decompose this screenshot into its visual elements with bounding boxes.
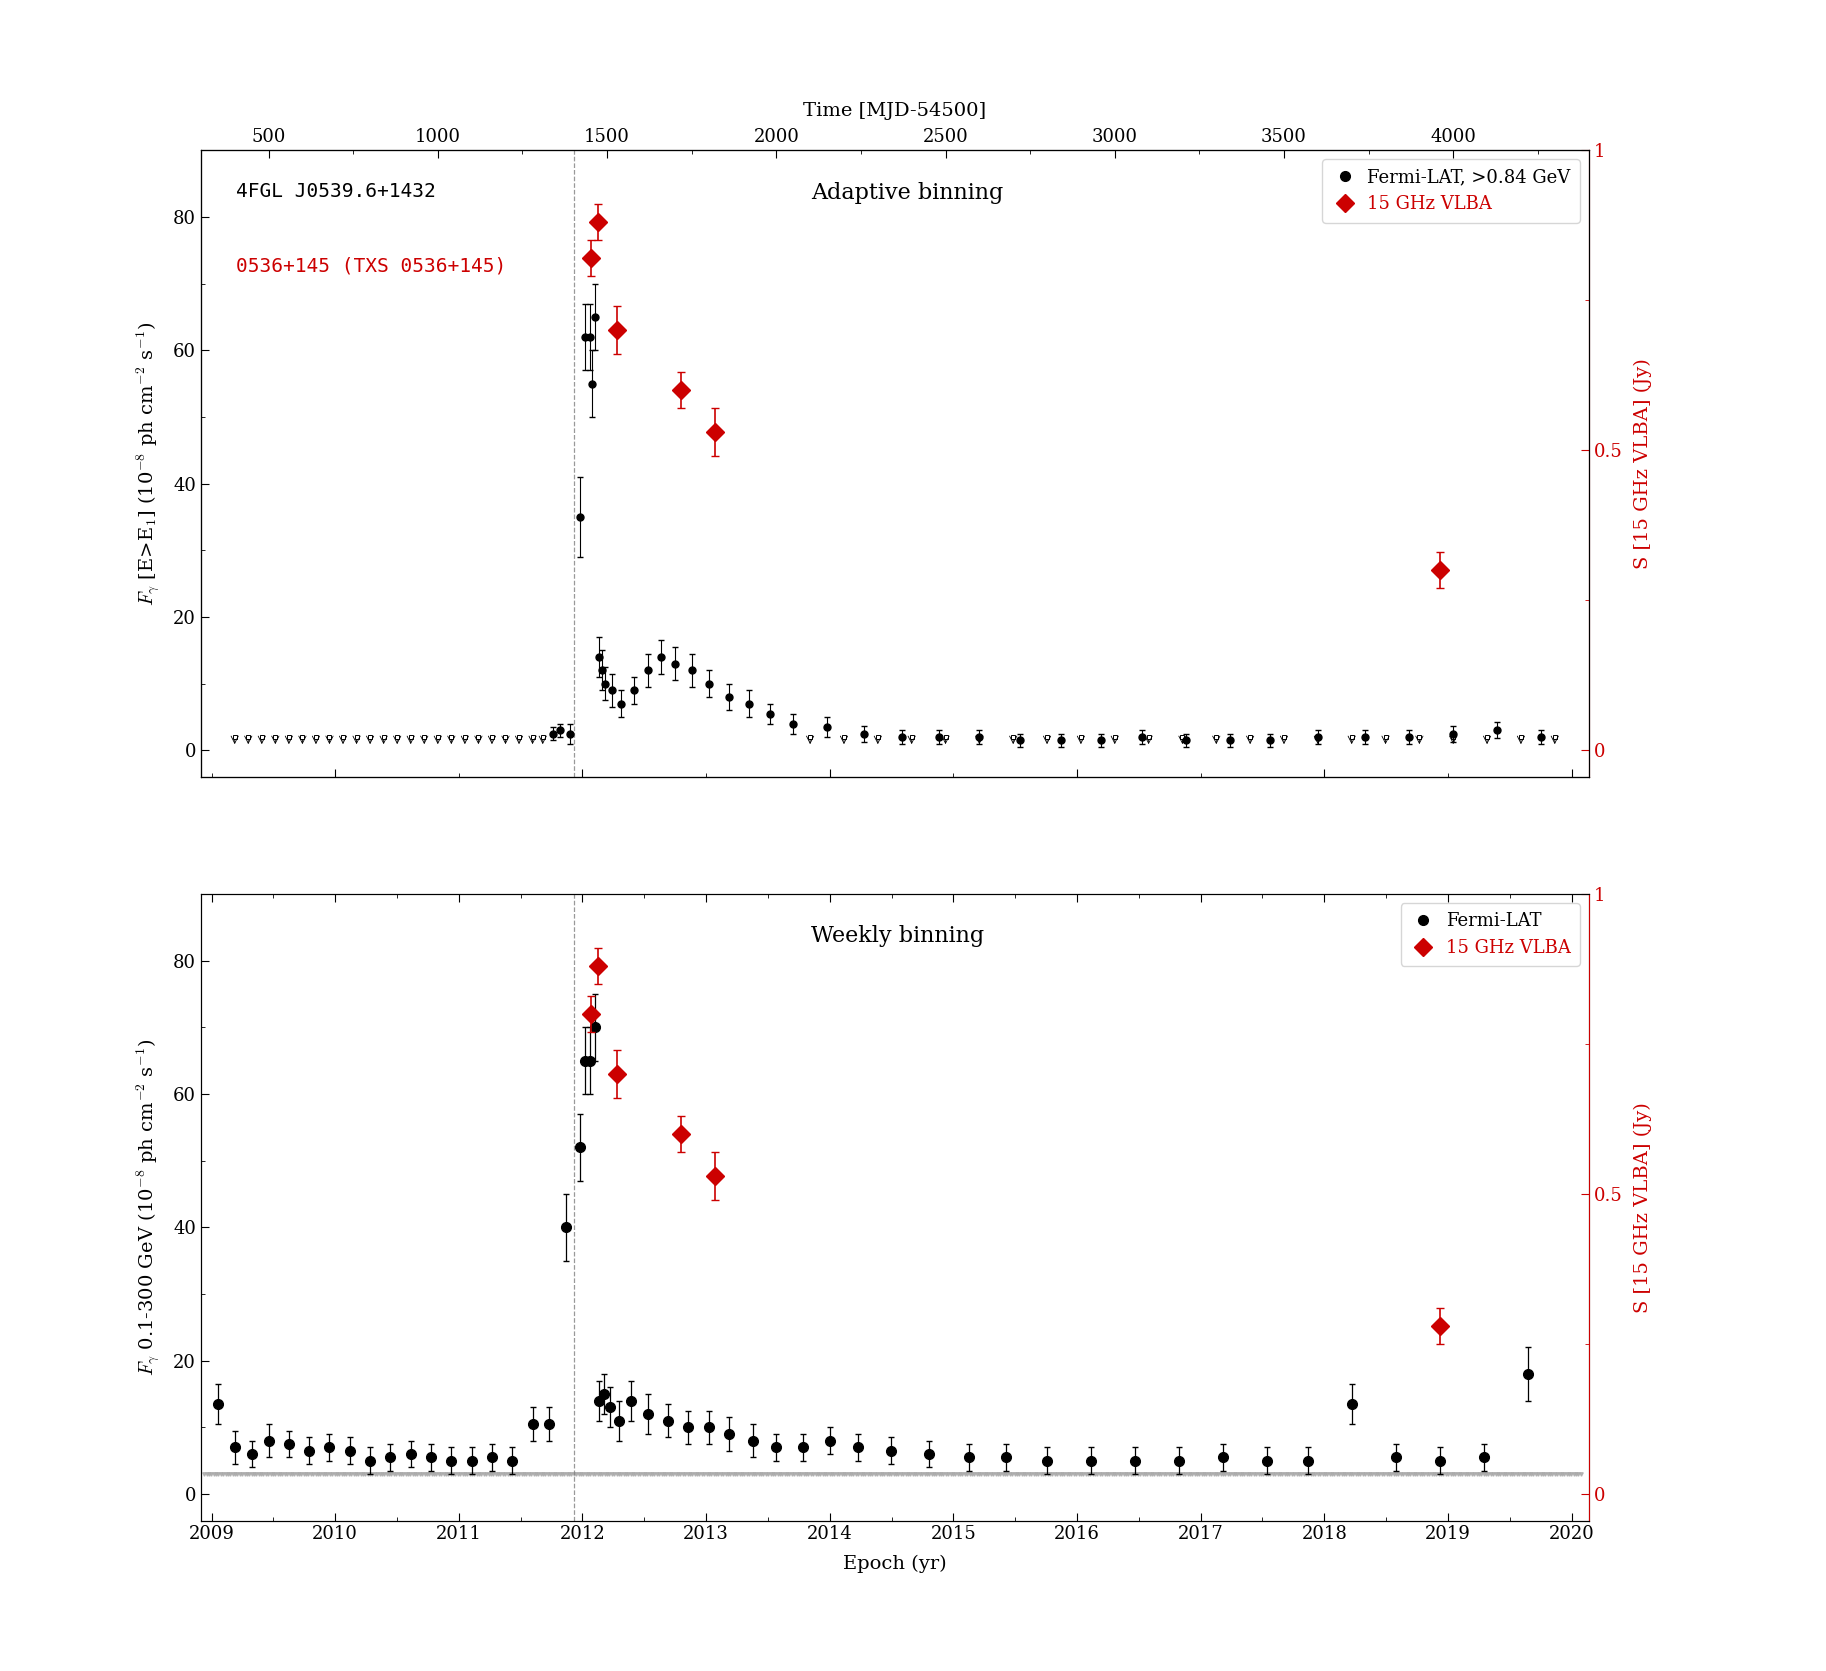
Y-axis label: S [15 GHz VLBA] (Jy): S [15 GHz VLBA] (Jy): [1632, 358, 1651, 570]
Text: 4FGL J0539.6+1432: 4FGL J0539.6+1432: [236, 182, 435, 201]
Text: 0536+145 (TXS 0536+145): 0536+145 (TXS 0536+145): [236, 257, 506, 276]
Text: Weekly binning: Weekly binning: [811, 926, 984, 947]
Text: Adaptive binning: Adaptive binning: [811, 182, 1004, 204]
X-axis label: Time [MJD-54500]: Time [MJD-54500]: [803, 102, 986, 120]
Legend: Fermi-LAT, 15 GHz VLBA: Fermi-LAT, 15 GHz VLBA: [1401, 902, 1579, 966]
Y-axis label: $F_{\gamma}$ [E>E$_1$] (10$^{-8}$ ph cm$^{-2}$ s$^{-1}$): $F_{\gamma}$ [E>E$_1$] (10$^{-8}$ ph cm$…: [135, 323, 163, 605]
X-axis label: Epoch (yr): Epoch (yr): [844, 1554, 946, 1572]
Y-axis label: $F_{\gamma}$ 0.1-300 GeV (10$^{-8}$ ph cm$^{-2}$ s$^{-1}$): $F_{\gamma}$ 0.1-300 GeV (10$^{-8}$ ph c…: [135, 1039, 163, 1375]
Legend: Fermi-LAT, >0.84 GeV, 15 GHz VLBA: Fermi-LAT, >0.84 GeV, 15 GHz VLBA: [1322, 159, 1579, 222]
Y-axis label: S [15 GHz VLBA] (Jy): S [15 GHz VLBA] (Jy): [1632, 1101, 1651, 1313]
